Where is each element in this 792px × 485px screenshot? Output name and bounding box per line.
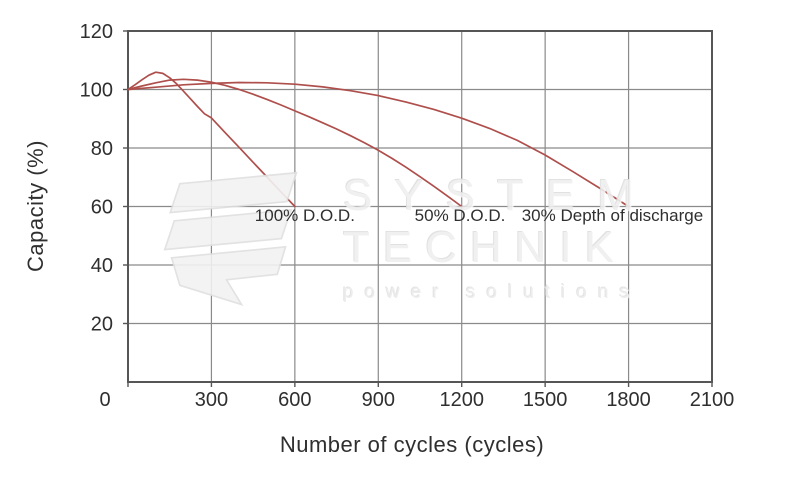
y-tick-label: 40 — [91, 255, 113, 277]
curve-label: 50% D.O.D. — [414, 206, 506, 226]
curve-100-d-o-d — [127, 71, 296, 208]
x-tick-label: 1800 — [606, 389, 651, 411]
x-tick-label: 0 — [99, 389, 110, 411]
curve-50-d-o-d — [127, 78, 463, 208]
y-tick-label: 60 — [91, 197, 113, 219]
x-axis-title: Number of cycles (cycles) — [279, 432, 545, 457]
y-tick-label: 100 — [80, 80, 113, 102]
y-tick-label: 80 — [91, 138, 113, 160]
curve-label: 100% D.O.D. — [254, 206, 355, 226]
curve-30-depth-of-discharge — [127, 81, 630, 208]
x-tick-label: 300 — [195, 389, 228, 411]
plot-border — [127, 30, 713, 383]
y-tick-label: 20 — [91, 314, 113, 336]
curve-label: 30% Depth of discharge — [521, 206, 704, 226]
x-tick-label: 1200 — [439, 389, 484, 411]
y-tick-label: 120 — [80, 21, 113, 43]
x-tick-label: 2100 — [690, 389, 735, 411]
x-tick-label: 600 — [278, 389, 311, 411]
x-tick-label: 1500 — [523, 389, 568, 411]
x-tick-label: 900 — [362, 389, 395, 411]
